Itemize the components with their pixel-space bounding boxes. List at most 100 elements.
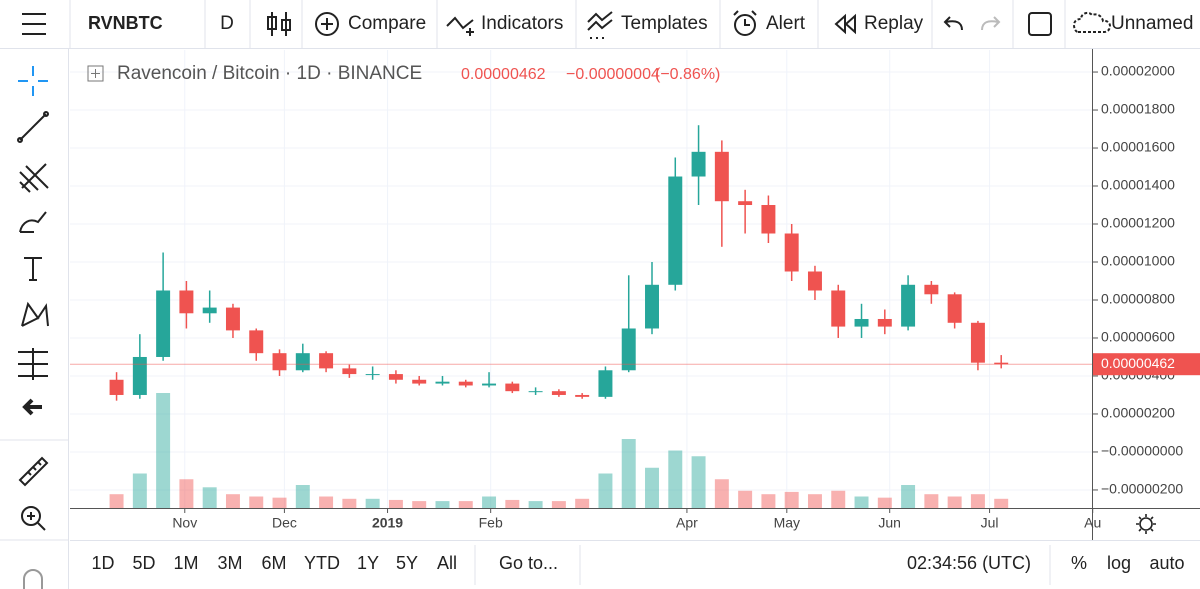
toolbar-bg: [0, 0, 1200, 48]
volume-bar: [714, 479, 729, 508]
range-button[interactable]: 1Y: [357, 553, 379, 573]
candle-type-icon[interactable]: [267, 12, 291, 36]
scale-button[interactable]: auto: [1149, 553, 1184, 573]
range-button[interactable]: 5Y: [396, 553, 418, 573]
volume-bar: [551, 501, 566, 508]
legend-expand[interactable]: [87, 65, 104, 82]
range-button[interactable]: All: [437, 553, 457, 573]
indicators-icon[interactable]: [446, 16, 474, 36]
goto-button[interactable]: Go to...: [499, 553, 558, 573]
range-button[interactable]: 6M: [261, 553, 286, 573]
x-tick-label: Au: [1084, 515, 1101, 531]
replay-icon[interactable]: [834, 13, 856, 35]
indicators-button[interactable]: Indicators: [481, 13, 563, 34]
redo-icon[interactable]: [981, 16, 1001, 31]
y-tick-label: 0.00000600: [1101, 329, 1175, 345]
candle-body: [831, 290, 846, 327]
scale-button[interactable]: log: [1107, 553, 1131, 573]
candle-body: [621, 328, 636, 371]
range-button[interactable]: YTD: [304, 553, 340, 573]
candle-body: [342, 368, 357, 375]
volume-bar: [970, 494, 985, 508]
volume-bar: [738, 490, 753, 508]
x-tick-label: May: [774, 515, 800, 531]
bottom-bar: Go to... 02:34:56 (UTC) 1D 5D 1M 3M 6M YTD 1Y 5…: [70, 540, 1200, 585]
pattern-tool[interactable]: [21, 301, 49, 327]
y-tick-label: 0.00001400: [1101, 177, 1175, 193]
volume-bar: [528, 501, 543, 508]
candle-body: [691, 151, 706, 177]
volume-bar: [249, 496, 264, 508]
volume-bar: [598, 473, 613, 508]
candle-body: [970, 322, 985, 363]
top-toolbar: RVNBTC D Compare Indicators Templates Al…: [0, 0, 1200, 49]
interval[interactable]: D: [220, 13, 234, 34]
volume-bar: [901, 485, 916, 508]
x-tick-label: 2019: [372, 515, 403, 531]
volume-bar: [225, 494, 240, 508]
plot-area: [70, 50, 1094, 508]
range-button[interactable]: 3M: [217, 553, 242, 573]
crosshair-tool[interactable]: [18, 66, 48, 96]
range-button[interactable]: 1D: [91, 553, 114, 573]
volume-bar: [156, 393, 171, 508]
price-change-percent: (−0.86%): [655, 66, 720, 83]
fib-tool[interactable]: [19, 163, 49, 193]
candle-body: [901, 284, 916, 327]
zoom-tool[interactable]: [21, 506, 46, 531]
settings-icon[interactable]: [1136, 514, 1156, 534]
alert-button[interactable]: Alert: [766, 13, 806, 34]
volume-bar: [784, 491, 799, 508]
templates-icon[interactable]: [587, 11, 613, 39]
replay-button[interactable]: Replay: [864, 13, 924, 34]
trend-line-tool[interactable]: [17, 111, 49, 143]
candle-body: [156, 290, 171, 357]
candle-body: [877, 318, 892, 327]
volume-bar: [924, 494, 939, 508]
magnet-tool[interactable]: [23, 569, 43, 589]
volume-bar: [388, 499, 403, 508]
candle-body: [132, 356, 147, 395]
candle-body: [994, 362, 1009, 365]
undo-icon[interactable]: [943, 16, 963, 31]
hide-toolbar[interactable]: [22, 398, 42, 416]
candle-body: [249, 330, 264, 354]
compare-icon[interactable]: [315, 12, 339, 36]
price-axis: [1093, 49, 1200, 540]
candle-body: [551, 391, 566, 395]
volume-bar: [435, 501, 450, 508]
price-change: −0.00000004: [566, 66, 660, 83]
scale-button[interactable]: %: [1071, 553, 1087, 573]
left-toolbar: [0, 49, 69, 589]
symbol[interactable]: RVNBTC: [88, 13, 163, 33]
cloud-icon: [1072, 11, 1112, 33]
volume-bar: [761, 494, 776, 508]
brush-tool[interactable]: [19, 211, 47, 233]
volume-bar: [272, 497, 287, 508]
y-tick-label: 0.00000800: [1101, 291, 1175, 307]
candle-body: [528, 391, 543, 393]
menu-icon[interactable]: [22, 13, 46, 35]
layout-icon[interactable]: [1028, 12, 1052, 36]
candle-body: [575, 394, 590, 397]
range-button[interactable]: 1M: [173, 553, 198, 573]
volume-bar: [691, 456, 706, 508]
alert-icon[interactable]: [733, 10, 757, 36]
x-tick-label: Jul: [981, 515, 999, 531]
x-tick-label: Dec: [272, 515, 297, 531]
compare-button[interactable]: Compare: [348, 13, 426, 34]
range-button[interactable]: 5D: [132, 553, 155, 573]
volume-bar: [319, 496, 334, 508]
candle-body: [412, 379, 427, 384]
candle-body: [458, 381, 473, 386]
time-axis-labels: Nov Dec 2019 Feb Apr May Jun Jul Au: [172, 508, 1101, 531]
candle-body: [784, 233, 799, 272]
ruler-tool[interactable]: [18, 456, 49, 487]
candle-body: [435, 381, 450, 384]
text-tool[interactable]: [24, 257, 42, 281]
templates-button[interactable]: Templates: [621, 13, 708, 34]
layout-name[interactable]: Unnamed: [1111, 13, 1193, 34]
volume-bar: [505, 499, 520, 508]
prediction-tool[interactable]: [18, 348, 48, 380]
